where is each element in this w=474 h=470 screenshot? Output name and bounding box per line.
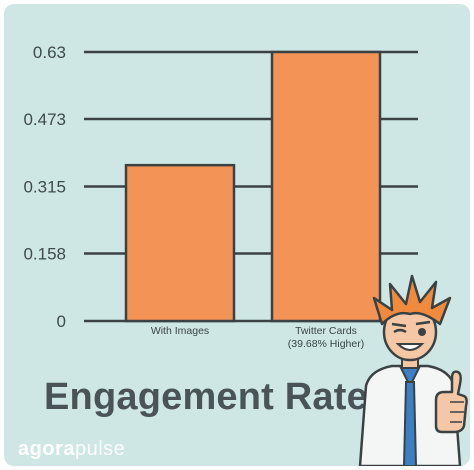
bar-chart: 0 0.158 0.315 0.473 0.63 With Images Twitter … — [4, 4, 470, 466]
y-tick-label: 0.158 — [23, 245, 66, 264]
y-tick-label: 0.473 — [23, 110, 66, 129]
bar — [124, 163, 236, 323]
brand-logo-part1: agora — [18, 438, 75, 460]
brand-logo-part2: pulse — [74, 438, 126, 460]
x-category-label: (39.68% Higher) — [288, 338, 364, 350]
x-category-label: Twitter Cards — [295, 325, 357, 337]
y-tick-label: 0.315 — [23, 178, 66, 197]
x-category-label: With Images — [151, 325, 209, 337]
mascot-thumbs-up-icon — [358, 274, 468, 466]
brand-logo: agorapulse — [18, 438, 125, 461]
chart-title: Engagement Rate — [44, 376, 368, 418]
y-tick-label: 0 — [57, 312, 66, 331]
chart-card: 0 0.158 0.315 0.473 0.63 With Images Twitter … — [4, 4, 470, 466]
bar — [270, 50, 382, 323]
y-tick-label: 0.63 — [33, 43, 66, 62]
